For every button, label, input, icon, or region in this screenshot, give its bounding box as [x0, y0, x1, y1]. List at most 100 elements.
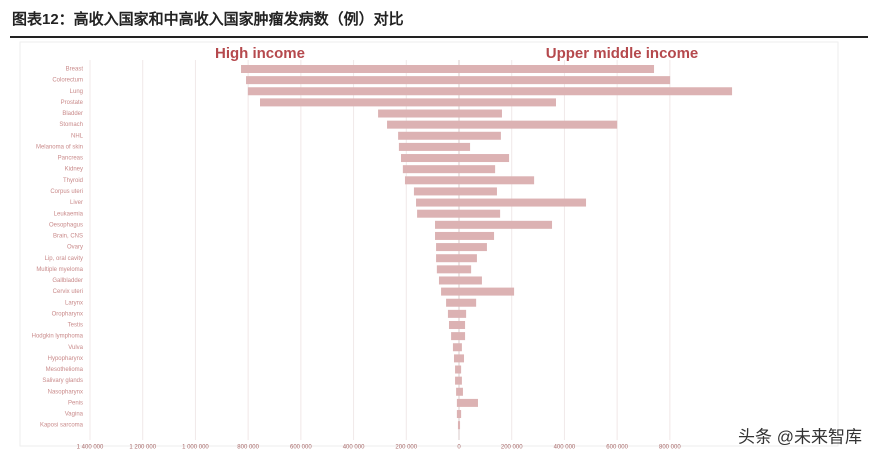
bar [459, 332, 466, 341]
bar [453, 354, 459, 363]
legend-label: High income [215, 45, 305, 62]
bar [459, 365, 462, 374]
bar [435, 220, 459, 229]
bar [247, 87, 459, 96]
category-label: Hypopharynx [48, 356, 83, 362]
bar [459, 398, 478, 407]
category-label: Bladder [62, 111, 83, 117]
x-tick-label: 1 200 000 [129, 445, 156, 451]
category-label: Thyroid [63, 178, 83, 184]
bar [459, 276, 482, 285]
bar [438, 276, 459, 285]
bar [459, 231, 495, 240]
category-label: NHL [71, 133, 84, 139]
category-label: Penis [68, 400, 83, 406]
category-label: Gallbladder [52, 278, 83, 284]
bar [459, 176, 535, 185]
bar [459, 198, 587, 207]
x-tick-label: 200 000 [395, 445, 417, 451]
bar [459, 254, 477, 263]
bar [435, 231, 459, 240]
category-label: Leukaemia [54, 211, 84, 217]
bar [459, 287, 515, 296]
bar [455, 376, 459, 385]
category-label: Nasopharynx [48, 389, 83, 395]
bar [459, 120, 618, 129]
x-tick-label: 1 000 000 [182, 445, 209, 451]
bar [413, 187, 459, 196]
category-label: Oropharynx [52, 311, 83, 317]
bar [246, 76, 459, 85]
category-label: Mesothelioma [46, 367, 84, 373]
bar [448, 320, 459, 329]
category-label: Colorectum [52, 78, 83, 84]
bar [456, 387, 459, 396]
bar [404, 176, 459, 185]
category-label: Brain, CNS [53, 234, 83, 240]
bar [459, 65, 655, 73]
bar [455, 365, 459, 374]
category-label: Vulva [68, 345, 83, 351]
category-label: Pancreas [58, 156, 83, 162]
bar [459, 354, 465, 363]
bar [456, 398, 459, 407]
watermark: 头条 @未来智库 [738, 427, 862, 446]
category-label: Salivary glands [42, 378, 83, 384]
category-label: Oesophagus [49, 222, 83, 228]
category-label: Corpus uteri [50, 189, 83, 195]
category-label: Hodgkin lymphoma [32, 334, 84, 340]
bar [378, 109, 459, 118]
bar [436, 254, 459, 263]
category-label: Ovary [67, 245, 83, 251]
x-tick-label: 0 [457, 445, 461, 451]
bar [459, 343, 462, 352]
bar [436, 243, 459, 252]
x-tick-label: 800 000 [237, 445, 259, 451]
plot-frame [19, 41, 839, 447]
bar [459, 154, 510, 163]
bar [446, 298, 459, 307]
bar [459, 320, 466, 329]
x-tick-label: 400 000 [554, 445, 576, 451]
category-label: Melanoma of skin [36, 144, 83, 150]
bar [459, 131, 501, 140]
bar [456, 410, 459, 419]
x-tick-label: 600 000 [606, 445, 628, 451]
category-label: Multiple myeloma [36, 267, 83, 273]
bar [459, 76, 671, 85]
bar [459, 376, 462, 385]
bar [459, 187, 497, 196]
category-label: Cervix uteri [53, 289, 83, 295]
category-label: Breast [66, 67, 84, 73]
bar [387, 120, 459, 129]
category-label: Lip, oral cavity [45, 256, 83, 262]
bar [459, 309, 467, 318]
bar [398, 131, 459, 140]
bar [416, 198, 459, 207]
category-label: Kaposi sarcoma [40, 423, 84, 429]
bar [401, 154, 459, 163]
category-label: Prostate [61, 100, 84, 106]
category-label: Testis [68, 323, 83, 329]
x-tick-label: 400 000 [343, 445, 365, 451]
bar [260, 98, 459, 107]
bar [459, 209, 501, 218]
bar [459, 421, 461, 430]
bar [459, 98, 556, 107]
bar [417, 209, 459, 218]
x-tick-label: 200 000 [501, 445, 523, 451]
bar [447, 309, 459, 318]
category-label: Lung [70, 89, 83, 95]
bar [457, 421, 459, 430]
legend-label: Upper middle income [546, 45, 699, 62]
bar [241, 65, 459, 73]
x-tick-label: 1 400 000 [77, 445, 104, 451]
bar [459, 165, 496, 174]
category-label: Liver [70, 200, 83, 206]
bar [459, 265, 472, 274]
bar [459, 142, 471, 151]
bar [459, 410, 462, 419]
bar [459, 387, 463, 396]
